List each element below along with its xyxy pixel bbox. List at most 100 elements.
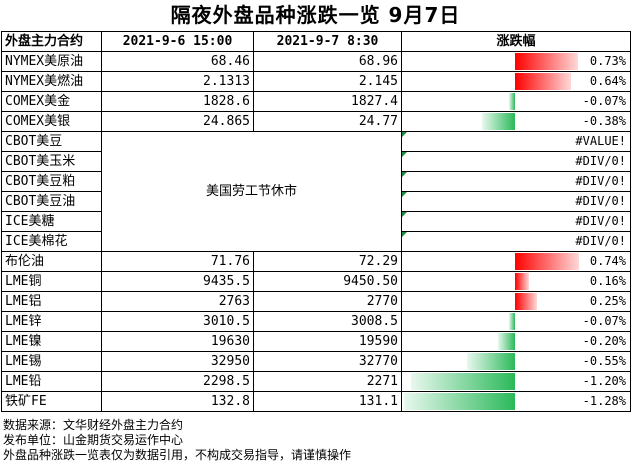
table-row: LME锌 3010.5 3008.5 -0.07% (1, 311, 631, 332)
error-marker-icon (402, 212, 407, 217)
table-row: COMEX美金 1828.6 1827.4 -0.07% (1, 91, 631, 112)
price-prev: 24.865 (101, 111, 254, 132)
change-cell: #DIV/0! (401, 171, 631, 192)
instrument-name: 铁矿FE (1, 391, 102, 412)
page-title: 隔夜外盘品种涨跌一览 9月7日 (170, 3, 461, 27)
up-bar (515, 273, 529, 290)
change-value: #VALUE! (575, 134, 626, 148)
change-cell: -1.28% (401, 391, 631, 412)
price-curr: 24.77 (253, 111, 402, 132)
table-row: LME铅 2298.5 2271 -1.20% (1, 371, 631, 392)
instrument-name: LME铜 (1, 271, 102, 292)
price-curr: 2770 (253, 291, 402, 312)
table-row: 布伦油 71.76 72.29 0.74% (1, 251, 631, 272)
header-change: 涨跌幅 (401, 31, 631, 52)
instrument-name: LME锡 (1, 351, 102, 372)
table-row: LME铜 9435.5 9450.50 0.16% (1, 271, 631, 292)
price-prev: 1828.6 (101, 91, 254, 112)
table-row: COMEX美银 24.865 24.77 -0.38% (1, 111, 631, 132)
change-value: -0.55% (582, 354, 626, 368)
price-curr: 9450.50 (253, 271, 402, 292)
price-prev: 2298.5 (101, 371, 254, 392)
table-row: CBOT美豆油 #DIV/0! (1, 191, 631, 212)
error-marker-icon (402, 172, 407, 177)
down-bar (403, 393, 515, 410)
change-cell: #DIV/0! (401, 211, 631, 232)
change-value: -1.20% (582, 374, 626, 388)
change-cell: -0.55% (401, 351, 631, 372)
up-bar (515, 253, 580, 270)
table-row: CBOT美豆粕 #DIV/0! (1, 171, 631, 192)
up-bar (515, 53, 579, 70)
change-value: #DIV/0! (575, 234, 626, 248)
header-date1: 2021-9-6 15:00 (101, 31, 254, 52)
header-name: 外盘主力合约 (1, 31, 102, 52)
error-marker-icon (402, 232, 407, 237)
table-row: LME镍 19630 19590 -0.20% (1, 331, 631, 352)
change-cell: 0.16% (401, 271, 631, 292)
price-prev: 9435.5 (101, 271, 254, 292)
table-row: LME铝 2763 2770 0.25% (1, 291, 631, 312)
instrument-name: CBOT美豆 (1, 131, 102, 152)
change-cell: 0.64% (401, 71, 631, 92)
price-curr: 1827.4 (253, 91, 402, 112)
price-curr: 68.96 (253, 51, 402, 72)
down-bar (467, 353, 515, 370)
error-marker-icon (402, 192, 407, 197)
error-marker-icon (402, 152, 407, 157)
price-curr: 3008.5 (253, 311, 402, 332)
change-value: 0.25% (589, 294, 626, 308)
price-curr: 2271 (253, 371, 402, 392)
change-cell: -0.07% (401, 91, 631, 112)
down-bar (508, 93, 515, 110)
instrument-name: COMEX美金 (1, 91, 102, 112)
change-value: 0.74% (589, 254, 626, 268)
change-value: -0.38% (582, 114, 626, 128)
instrument-name: NYMEX美燃油 (1, 71, 102, 92)
price-prev: 19630 (101, 331, 254, 352)
instrument-name: LME镍 (1, 331, 102, 352)
change-cell: 0.25% (401, 291, 631, 312)
change-value: #DIV/0! (575, 174, 626, 188)
change-value: -0.07% (582, 314, 626, 328)
instrument-name: CBOT美玉米 (1, 151, 102, 172)
instrument-name: LME铝 (1, 291, 102, 312)
change-cell: #DIV/0! (401, 151, 631, 172)
change-cell: 0.74% (401, 251, 631, 272)
change-value: #DIV/0! (575, 154, 626, 168)
change-value: 0.64% (589, 74, 626, 88)
down-bar (508, 313, 515, 330)
change-value: -0.07% (582, 94, 626, 108)
table-row: LME锡 32950 32770 -0.55% (1, 351, 631, 372)
price-curr: 72.29 (253, 251, 402, 272)
table-header: 外盘主力合约 2021-9-6 15:00 2021-9-7 8:30 涨跌幅 (1, 31, 631, 52)
up-bar (515, 73, 571, 90)
footer-publisher: 发布单位：山金期货交易运作中心 (3, 433, 184, 447)
price-prev: 71.76 (101, 251, 254, 272)
up-bar (515, 293, 537, 310)
change-cell: #VALUE! (401, 131, 631, 152)
price-prev: 132.8 (101, 391, 254, 412)
change-value: #DIV/0! (575, 214, 626, 228)
down-bar (481, 113, 515, 130)
price-prev: 3010.5 (101, 311, 254, 332)
table-row: ICE美棉花 #DIV/0! (1, 231, 631, 252)
price-prev: 32950 (101, 351, 254, 372)
change-value: -1.28% (582, 394, 626, 408)
price-curr: 32770 (253, 351, 402, 372)
change-cell: -0.38% (401, 111, 631, 132)
footer-source: 数据来源：文华财经外盘主力合约 (3, 418, 184, 432)
footer-disclaimer: 外盘品种涨跌一览表仅为数据引用，不构成交易指导，请谨慎操作 (3, 448, 352, 462)
change-cell: #DIV/0! (401, 191, 631, 212)
price-curr: 2.145 (253, 71, 402, 92)
change-value: 0.73% (589, 54, 626, 68)
instrument-name: LME锌 (1, 311, 102, 332)
change-value: #DIV/0! (575, 194, 626, 208)
down-bar (410, 373, 515, 390)
change-value: -0.20% (582, 334, 626, 348)
change-cell: -0.20% (401, 331, 631, 352)
change-value: 0.16% (589, 274, 626, 288)
instrument-name: CBOT美豆粕 (1, 171, 102, 192)
price-curr: 131.1 (253, 391, 402, 412)
